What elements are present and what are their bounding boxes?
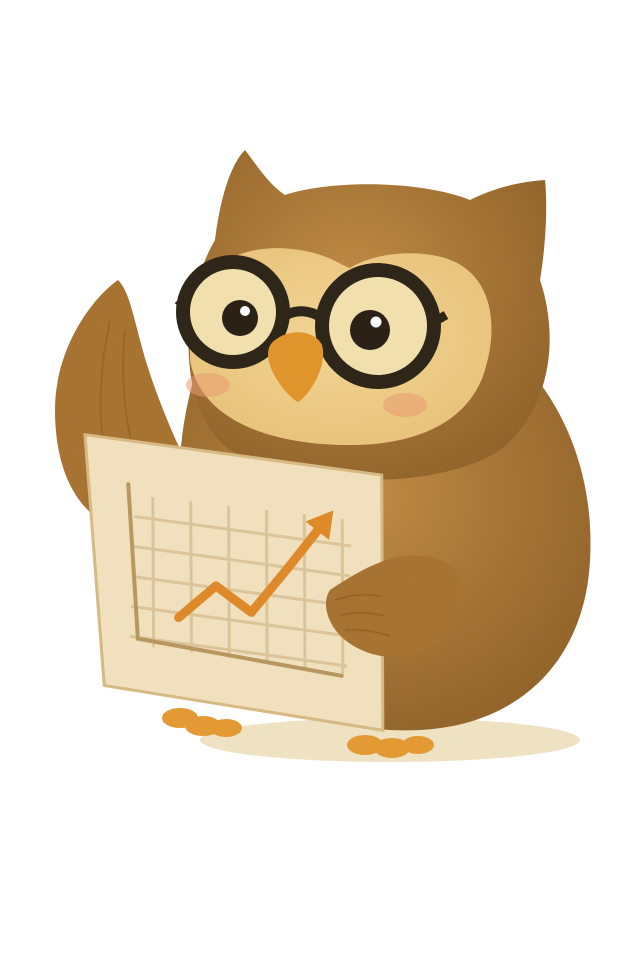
owl-wing-tip-lines	[334, 593, 391, 637]
chart-grid-vline	[227, 505, 231, 658]
chart-axes	[126, 482, 344, 678]
chart-grid-vline	[151, 497, 156, 648]
chart-grid-hline	[132, 544, 351, 578]
owl-beak	[268, 332, 324, 402]
owl-left-cheek	[186, 373, 230, 397]
owl-right-foot	[347, 735, 434, 758]
chart-grid-hline	[130, 604, 349, 638]
chart-grid-hline	[131, 574, 350, 608]
chart-grid-hline	[129, 634, 348, 668]
chart-grid-hline	[133, 514, 352, 548]
owl-right-cheek	[383, 393, 427, 417]
owl-left-foot	[162, 708, 242, 737]
owl-holding-wing	[325, 555, 463, 657]
trend-arrow	[174, 513, 332, 623]
chart-grid-vline	[189, 501, 193, 653]
owl-right-eye	[350, 310, 390, 350]
trend-arrow-head	[305, 510, 334, 541]
owl-left-eye	[222, 300, 258, 336]
